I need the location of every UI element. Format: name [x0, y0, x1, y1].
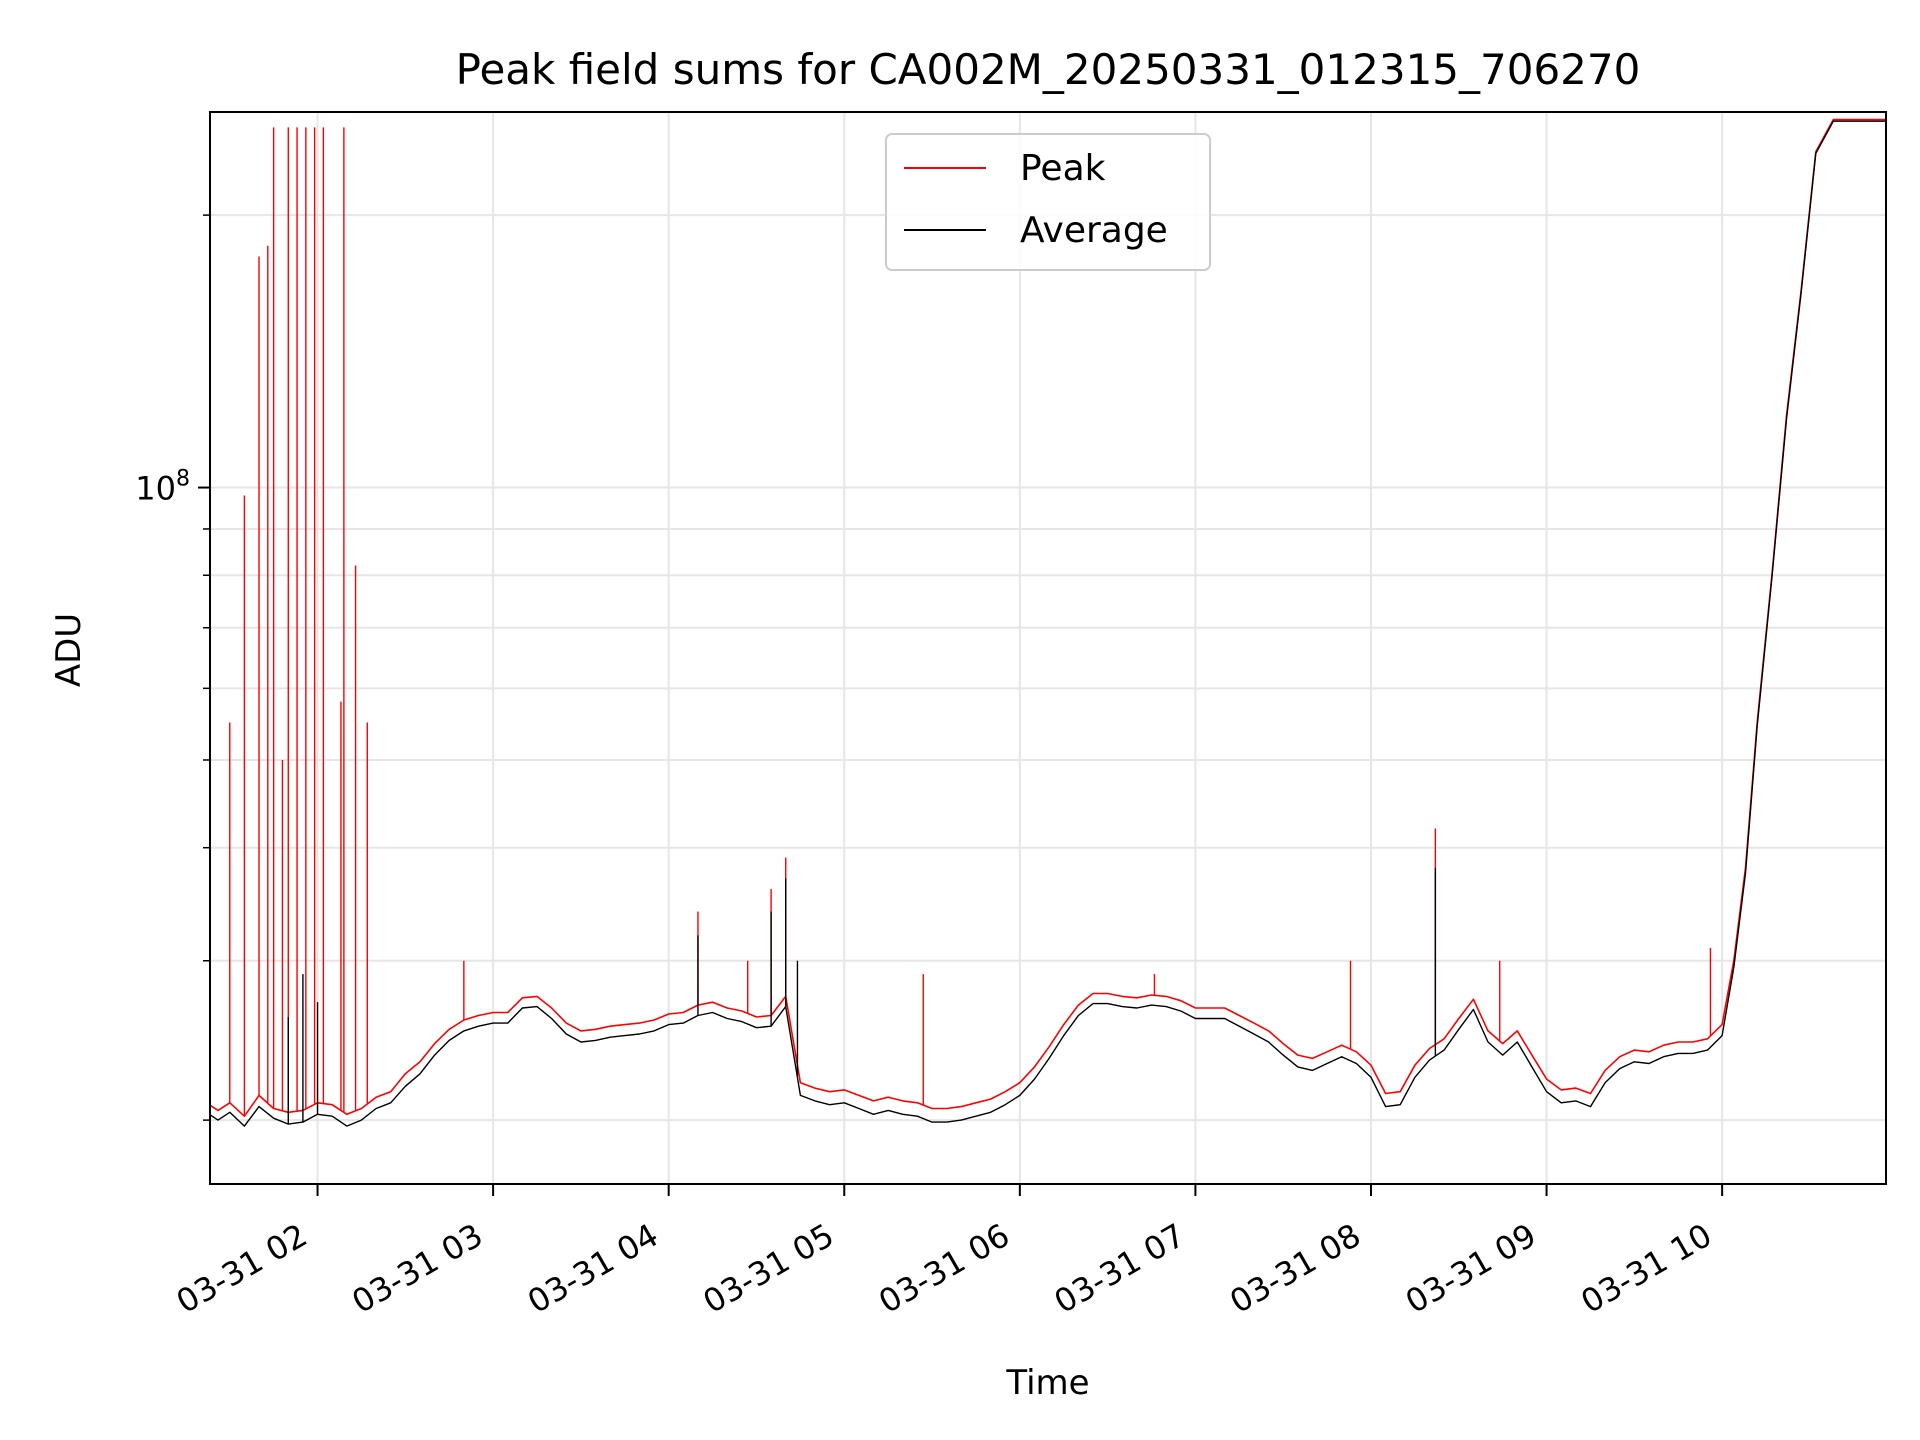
chart-title: Peak field sums for CA002M_20250331_0123…	[456, 45, 1641, 94]
x-axis-label: Time	[1005, 1363, 1089, 1403]
y-axis-label: ADU	[49, 613, 89, 687]
series-line-average	[208, 120, 1886, 1127]
series-layer	[208, 118, 1886, 1127]
series-line-peak	[208, 118, 1886, 1117]
plot-frame	[209, 111, 1887, 1185]
legend-label-peak: Peak	[1020, 148, 1106, 189]
legend: Peak Average	[885, 133, 1211, 271]
y-tick-label: 108	[135, 467, 190, 508]
legend-label-average: Average	[1020, 210, 1168, 251]
y-axis: 108	[135, 214, 210, 1121]
